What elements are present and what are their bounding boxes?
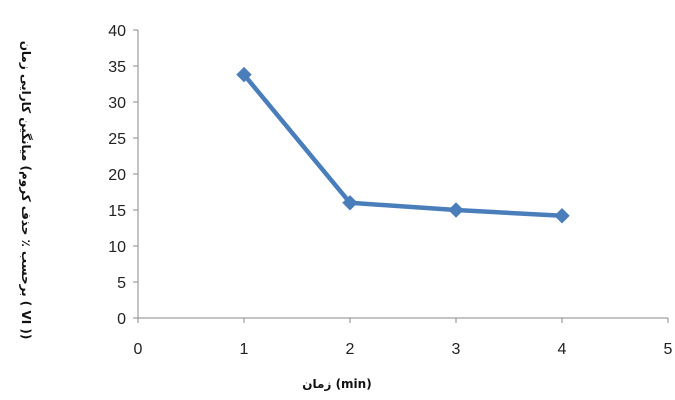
series-group — [236, 66, 570, 224]
y-axis-title: میانگین کارایی زمان (برحسب ٪ حذف کروم ( … — [18, 41, 33, 340]
series-line — [241, 72, 565, 219]
x-tick-label: 1 — [240, 341, 249, 358]
data-point-marker — [554, 208, 570, 224]
x-tick-label: 0 — [134, 341, 143, 358]
axis-tick-marks — [133, 29, 669, 323]
data-point-marker — [448, 202, 464, 218]
data-point-marker — [236, 66, 252, 83]
y-tick-label: 15 — [108, 203, 126, 220]
y-tick-labels: 0 5 10 15 20 25 30 35 40 — [108, 23, 126, 328]
y-tick-label: 0 — [117, 311, 126, 328]
y-tick-label: 25 — [108, 131, 126, 148]
x-tick-labels: 0 1 2 3 4 5 — [134, 341, 673, 358]
y-tick-label: 5 — [117, 275, 126, 292]
y-tick-label: 30 — [108, 95, 126, 112]
x-tick-label: 4 — [558, 341, 567, 358]
x-tick-label: 3 — [452, 341, 461, 358]
x-axis-title: زمان (min) — [302, 377, 371, 391]
y-tick-label: 35 — [108, 59, 126, 76]
x-tick-label: 5 — [664, 341, 673, 358]
y-tick-label: 40 — [108, 23, 126, 40]
y-tick-label: 20 — [108, 167, 126, 184]
data-point-marker — [342, 195, 358, 211]
x-tick-label: 2 — [346, 341, 355, 358]
y-tick-label: 10 — [108, 239, 126, 256]
